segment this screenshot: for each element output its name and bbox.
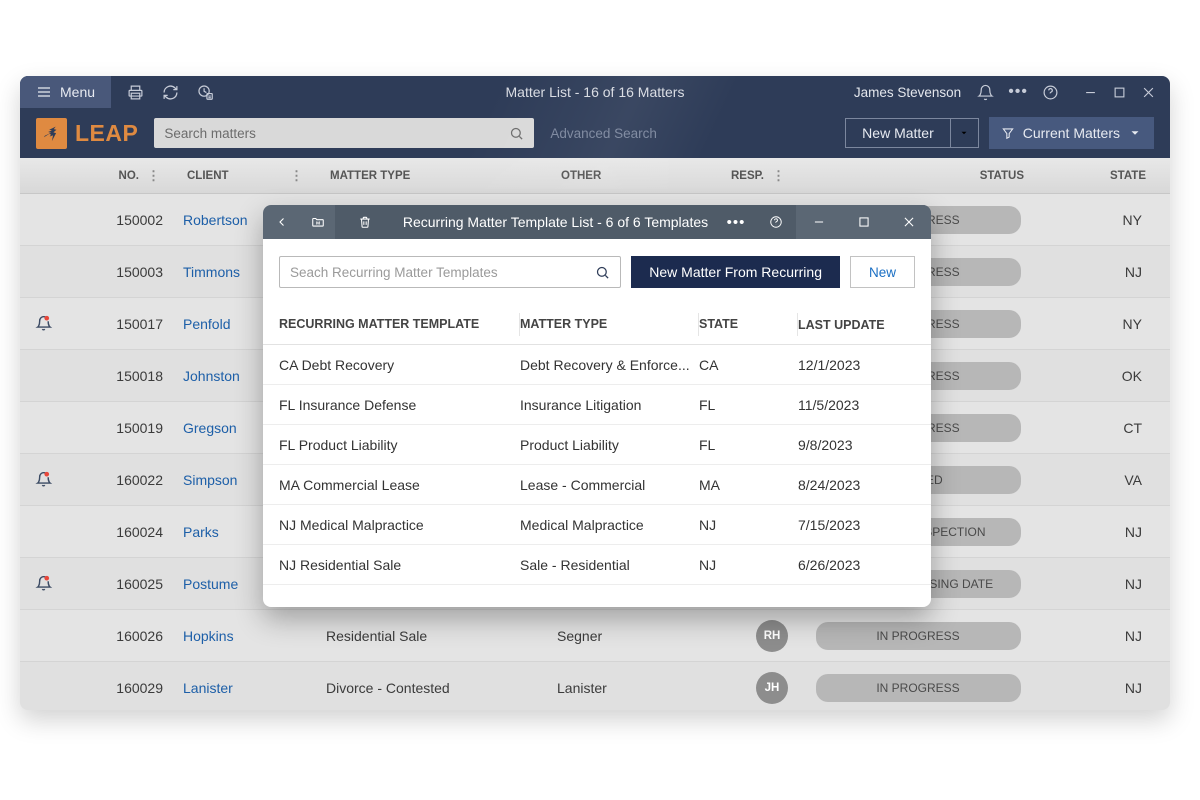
svg-text:M: M [316,221,320,227]
